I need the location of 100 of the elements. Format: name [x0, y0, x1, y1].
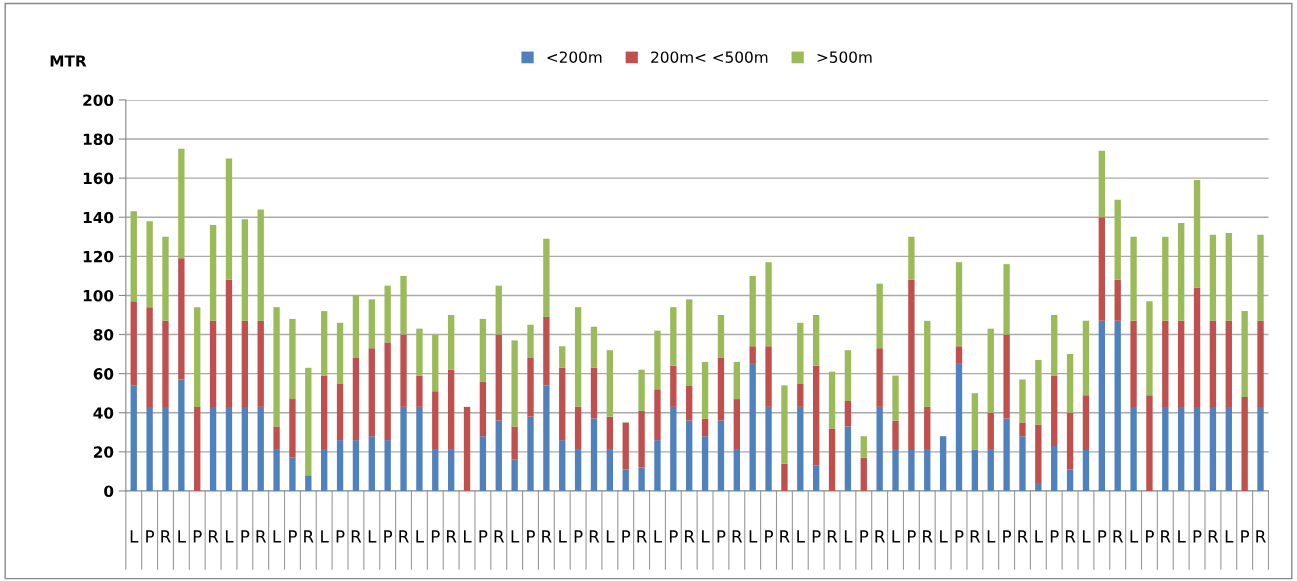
- x-tick-label: R: [780, 530, 790, 543]
- x-tick-label: L: [416, 530, 424, 543]
- bar: [511, 459, 518, 491]
- x-tick-label: R: [923, 530, 933, 543]
- legend-label: >500m: [817, 51, 872, 63]
- bar: [1257, 320, 1264, 407]
- bar: [701, 436, 709, 491]
- bar: [1019, 379, 1026, 423]
- bar: [1035, 483, 1042, 491]
- x-tick-label: P: [146, 530, 155, 543]
- bar: [1114, 279, 1121, 321]
- bar: [1193, 180, 1201, 288]
- bar: [336, 440, 344, 491]
- bar: [781, 463, 788, 491]
- bar: [765, 262, 772, 347]
- x-tick-label: L: [1082, 530, 1091, 543]
- bar: [1225, 320, 1232, 407]
- bar: [336, 322, 344, 384]
- bar: [1003, 334, 1010, 419]
- x-tick-label: L: [749, 530, 758, 543]
- bar: [908, 236, 915, 280]
- bar: [971, 449, 979, 491]
- bar: [908, 449, 915, 491]
- x-tick-label: P: [955, 530, 964, 543]
- bar: [273, 449, 280, 491]
- bar: [479, 436, 487, 491]
- x-tick-label: P: [574, 530, 583, 543]
- bar: [765, 406, 772, 491]
- bar: [590, 418, 598, 491]
- x-tick-label: L: [1178, 530, 1186, 543]
- bar: [828, 428, 836, 491]
- bar: [844, 426, 852, 491]
- bar: [305, 367, 312, 476]
- bar: [638, 369, 645, 411]
- bar: [1209, 320, 1217, 407]
- bar: [352, 295, 360, 358]
- bar: [924, 320, 931, 407]
- bar: [860, 436, 867, 458]
- bar: [1178, 406, 1185, 491]
- x-tick-label: R: [1113, 530, 1124, 543]
- bar: [1051, 314, 1058, 376]
- legend-label: 200m< <500m: [651, 51, 768, 63]
- bar: [638, 410, 645, 468]
- bar: [146, 221, 153, 308]
- bar: [892, 449, 899, 491]
- bar: [225, 158, 233, 280]
- bar: [321, 311, 328, 376]
- x-tick-label: L: [321, 530, 329, 543]
- bar: [1178, 320, 1185, 407]
- bar: [432, 334, 439, 392]
- bar: [146, 406, 153, 491]
- bar: [400, 406, 407, 491]
- x-tick-label: R: [351, 530, 362, 543]
- x-tick-label: L: [940, 530, 948, 543]
- bar: [511, 340, 518, 427]
- bar: [733, 361, 740, 400]
- y-tick-label: 180: [83, 133, 114, 146]
- x-tick-label: P: [193, 530, 202, 543]
- bar: [162, 320, 169, 407]
- x-tick-label: R: [1065, 530, 1076, 543]
- bar: [892, 420, 899, 450]
- x-tick-label: P: [241, 530, 250, 543]
- y-tick-label: 200: [83, 94, 114, 106]
- bar: [574, 449, 582, 491]
- x-tick-label: L: [511, 530, 520, 543]
- bar: [844, 350, 852, 402]
- bar: [717, 358, 725, 421]
- x-tick-label: P: [669, 530, 678, 543]
- x-tick-label: P: [336, 530, 345, 543]
- bar: [797, 406, 804, 491]
- x-tick-label: L: [1130, 530, 1139, 543]
- y-tick-label: 40: [93, 407, 114, 419]
- x-tick-label: R: [208, 530, 219, 543]
- bar: [1035, 424, 1042, 484]
- bar: [225, 406, 233, 491]
- bar: [1098, 320, 1105, 491]
- x-tick-label: L: [273, 530, 282, 543]
- y-tick-label: 140: [83, 211, 114, 224]
- bar: [1162, 406, 1169, 491]
- bar: [225, 279, 233, 407]
- bar: [479, 318, 487, 382]
- bar: [495, 334, 502, 421]
- x-tick-label: R: [1161, 530, 1171, 543]
- y-tick-label: 20: [93, 446, 114, 458]
- x-tick-label: P: [1050, 530, 1059, 543]
- bar: [527, 358, 534, 417]
- bar: [130, 301, 137, 386]
- x-tick-label: P: [1098, 530, 1107, 543]
- bar: [797, 322, 804, 384]
- x-tick-label: P: [289, 530, 297, 543]
- bar: [241, 406, 249, 491]
- bar: [368, 436, 375, 491]
- bar: [384, 342, 391, 441]
- x-tick-label: R: [685, 530, 695, 543]
- bar: [194, 307, 201, 407]
- bar: [273, 307, 280, 427]
- bar: [717, 314, 725, 358]
- x-tick-label: P: [765, 530, 774, 543]
- bar: [701, 361, 709, 419]
- x-tick-label: L: [1225, 530, 1234, 543]
